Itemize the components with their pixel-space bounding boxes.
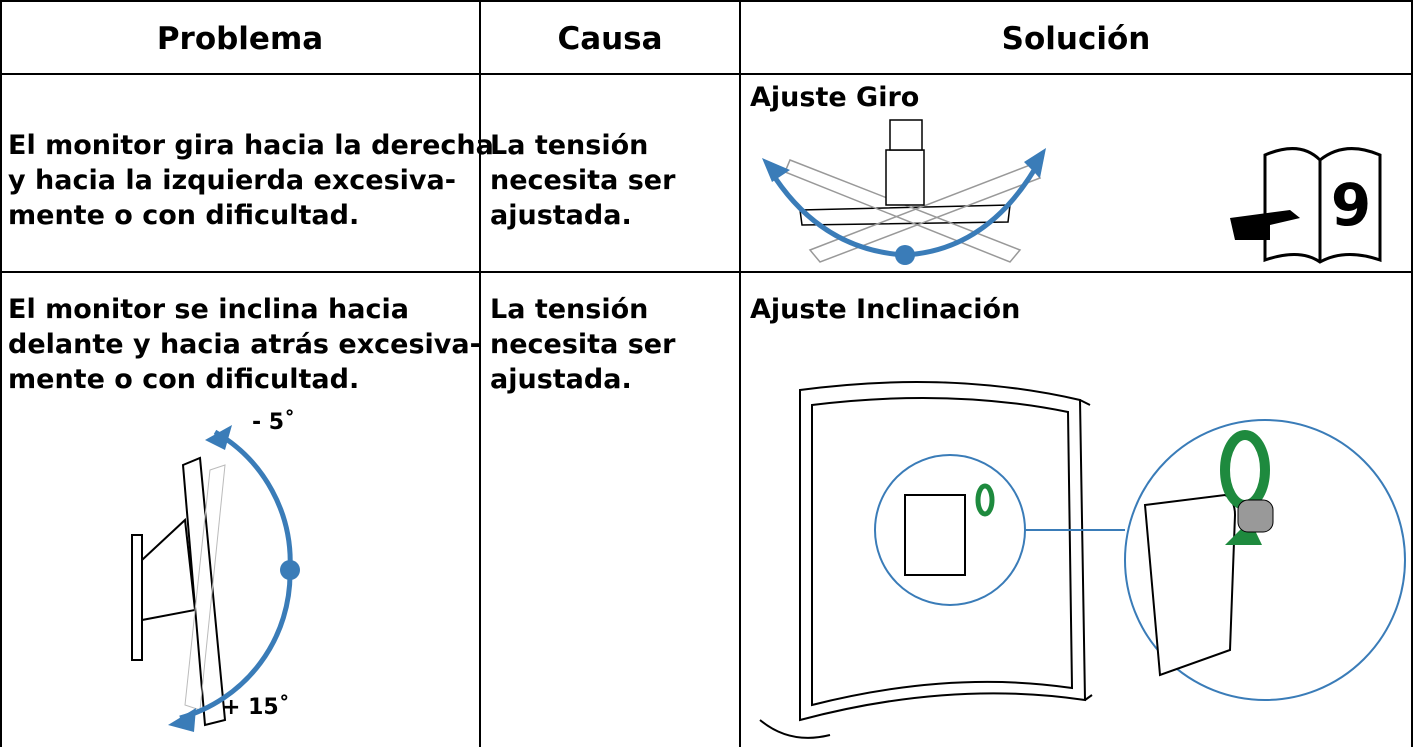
text-line: necesita ser bbox=[490, 165, 676, 196]
text-line: La tensión bbox=[490, 130, 649, 161]
book-icon bbox=[1263, 147, 1382, 264]
header-problem: Problema bbox=[156, 21, 324, 57]
text-line: La tensión bbox=[490, 294, 649, 325]
text-line: necesita ser bbox=[490, 329, 676, 360]
text-line: y hacia la izquierda excesiva- bbox=[8, 165, 456, 196]
header-solution: Solución bbox=[1001, 21, 1151, 57]
angle-label: + 15˚ bbox=[222, 695, 290, 720]
text-line: El monitor gira hacia la derecha bbox=[8, 130, 494, 161]
cause-text: La tensión necesita ser ajustada. bbox=[490, 292, 675, 397]
solution-title: Ajuste Giro bbox=[750, 82, 920, 113]
text-line: ajustada. bbox=[490, 364, 632, 395]
page-number: 9 bbox=[1330, 171, 1372, 239]
text-line: ajustada. bbox=[490, 200, 632, 231]
cause-text: La tensión necesita ser ajustada. bbox=[490, 128, 675, 233]
swivel-illustration bbox=[784, 119, 1042, 263]
problem-text: El monitor se inclina hacia delante y ha… bbox=[8, 292, 481, 397]
text-line: delante y hacia atrás excesiva- bbox=[8, 329, 481, 360]
tilt-illustration bbox=[131, 456, 227, 727]
text-line: mente o con dificultad. bbox=[8, 364, 360, 395]
angle-label: - 5˚ bbox=[252, 410, 296, 435]
solution-title: Ajuste Inclinación bbox=[750, 294, 1021, 325]
header-cause: Causa bbox=[557, 21, 663, 57]
problem-text: El monitor gira hacia la derecha y hacia… bbox=[8, 128, 494, 233]
text-line: El monitor se inclina hacia bbox=[8, 294, 409, 325]
text-line: mente o con dificultad. bbox=[8, 200, 360, 231]
